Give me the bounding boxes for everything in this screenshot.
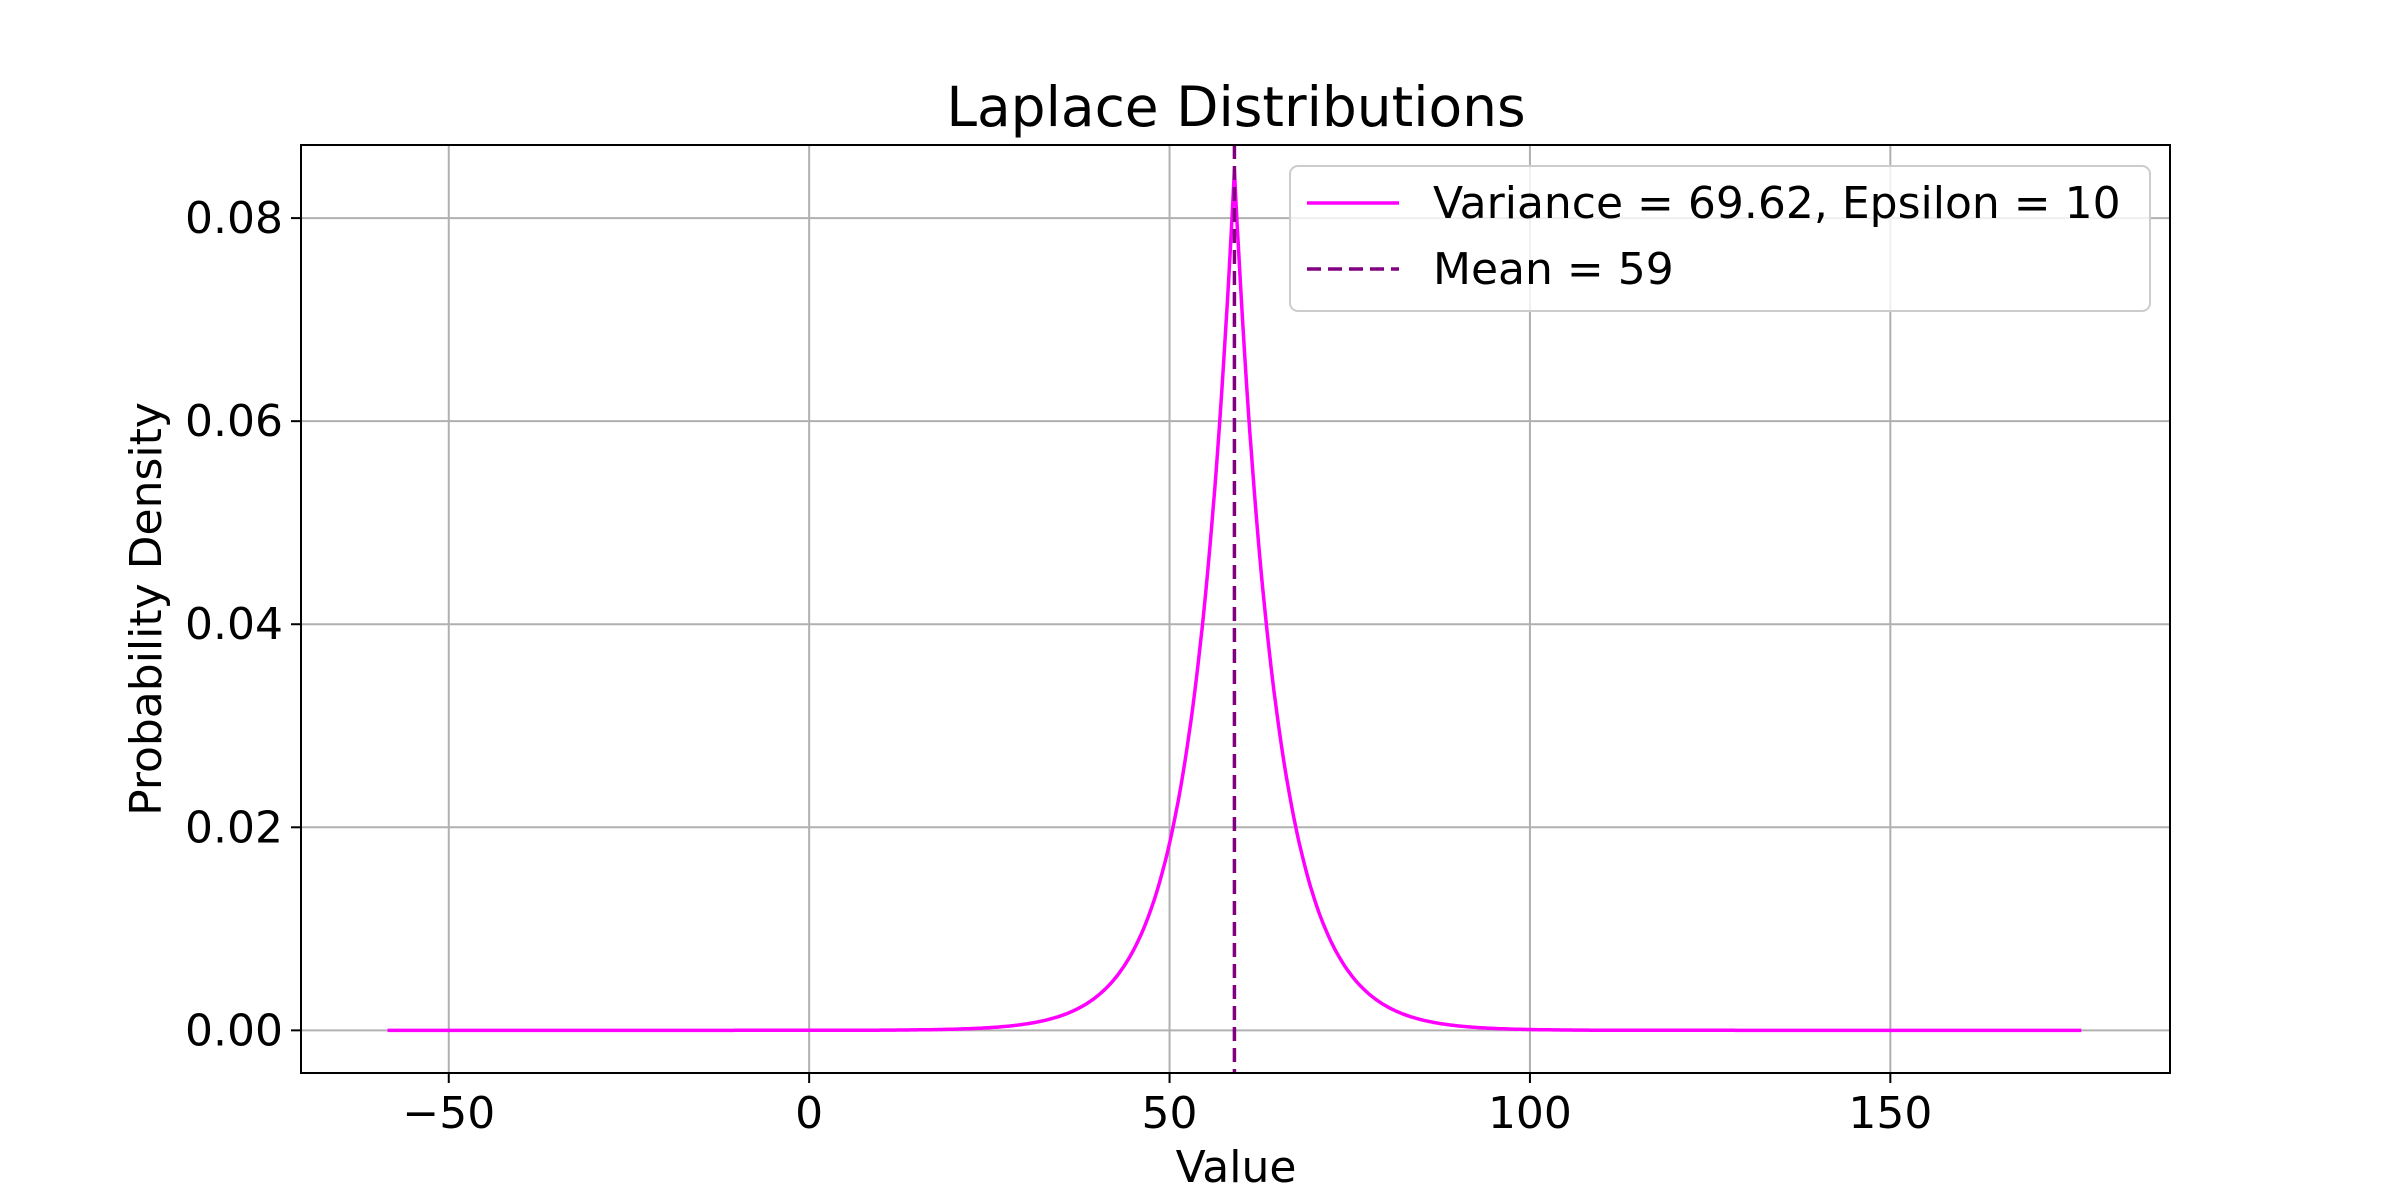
y-axis-label: Probability Density (121, 402, 172, 816)
y-tick-label: 0.00 (185, 1005, 283, 1056)
x-tick-label: 0 (795, 1088, 823, 1139)
legend-label-mean: Mean = 59 (1433, 244, 1674, 295)
axis-ticks: −50 0 50 100 150 0.00 0.02 0.04 0.06 0.08 (185, 193, 1932, 1139)
y-tick-label: 0.04 (185, 599, 283, 650)
y-tick-label: 0.02 (185, 802, 283, 853)
series-layer (387, 145, 2082, 1073)
legend: Variance = 69.62, Epsilon = 10 Mean = 59 (1289, 165, 2151, 312)
y-tick-label: 0.08 (185, 193, 283, 244)
x-tick-label: 50 (1142, 1088, 1198, 1139)
legend-box (1289, 165, 2151, 312)
y-tick-label: 0.06 (185, 396, 283, 447)
chart-title: Laplace Distributions (946, 75, 1525, 139)
x-axis-label: Value (1176, 1142, 1297, 1193)
x-tick-label: 150 (1848, 1088, 1932, 1139)
x-tick-label: 100 (1488, 1088, 1572, 1139)
plot-frame (300, 144, 2171, 1074)
legend-label-laplace: Variance = 69.62, Epsilon = 10 (1433, 178, 2121, 229)
x-tick-label: −50 (402, 1088, 495, 1139)
